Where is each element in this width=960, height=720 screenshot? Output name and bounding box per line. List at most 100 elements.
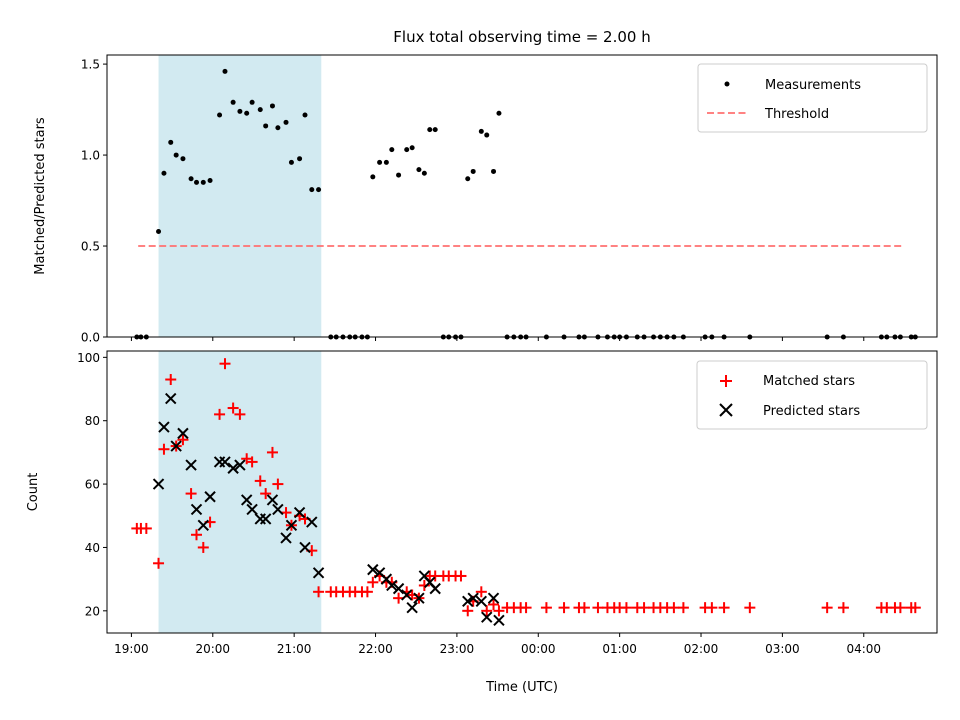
point-predicted-stars: [152, 478, 165, 490]
x-tick-label: 02:00: [684, 642, 719, 656]
point-measurements: [302, 112, 308, 118]
point-predicted-stars: [259, 513, 272, 525]
point-measurements: [217, 112, 223, 118]
highlight-span-bottom: [158, 351, 322, 633]
point-matched-stars: [578, 602, 590, 614]
point-measurements: [432, 127, 438, 133]
legend-bottom: Matched stars Predicted stars: [696, 360, 928, 430]
point-measurements: [478, 128, 484, 134]
point-predicted-stars: [185, 459, 197, 471]
point-matched-stars: [455, 570, 467, 582]
point-measurements: [316, 187, 322, 193]
y-axis-label-bottom: Count: [26, 473, 41, 512]
point-predicted-stars: [204, 491, 216, 503]
point-matched-stars: [821, 602, 833, 614]
point-matched-stars: [272, 478, 284, 490]
y-axis-label-top: Matched/Predicted stars: [33, 117, 48, 275]
point-matched-stars: [909, 602, 921, 614]
point-predicted-stars: [246, 503, 258, 516]
point-predicted-stars: [158, 421, 170, 433]
point-matched-stars: [475, 586, 487, 598]
point-measurements: [383, 159, 389, 165]
x-tick-label: 23:00: [440, 642, 475, 656]
point-matched-stars: [140, 522, 152, 534]
point-measurements: [370, 174, 376, 180]
point-matched-stars: [718, 602, 730, 614]
point-matched-stars: [227, 402, 239, 414]
point-measurements: [230, 99, 236, 105]
x-tick-label: 22:00: [358, 642, 393, 656]
point-predicted-stars: [234, 459, 246, 471]
point-measurements: [194, 179, 200, 185]
point-matched-stars: [677, 602, 689, 614]
point-matched-stars: [260, 488, 272, 500]
legend-label-matched: Matched stars: [763, 374, 855, 389]
y-tick-label-bottom: 60: [85, 478, 100, 492]
point-predicted-stars: [272, 503, 284, 516]
point-matched-stars: [313, 586, 325, 598]
point-matched-stars: [638, 602, 650, 614]
point-measurements: [283, 119, 289, 125]
point-measurements: [377, 159, 383, 165]
point-matched-stars: [668, 602, 680, 614]
point-matched-stars: [493, 605, 505, 617]
point-measurements: [309, 187, 315, 193]
point-matched-stars: [481, 605, 493, 617]
point-matched-stars: [367, 576, 379, 588]
point-measurements: [396, 172, 402, 178]
point-matched-stars: [520, 602, 532, 614]
point-measurements: [389, 147, 395, 153]
point-measurements: [288, 159, 294, 165]
point-measurements: [465, 176, 471, 182]
point-predicted-stars: [392, 582, 405, 595]
point-predicted-stars: [285, 519, 298, 531]
point-matched-stars: [214, 408, 226, 420]
x-tick-label: 19:00: [114, 642, 149, 656]
legend-marker-matched: [720, 375, 732, 387]
point-measurements: [421, 170, 427, 176]
legend-label-predicted: Predicted stars: [763, 404, 860, 419]
point-predicted-stars: [190, 503, 203, 516]
point-matched-stars: [540, 602, 552, 614]
point-predicted-stars: [481, 611, 493, 623]
point-matched-stars: [558, 602, 570, 614]
point-predicted-stars: [197, 519, 209, 531]
point-matched-stars: [219, 358, 231, 370]
panel-count: 20 40 60 80 100 19:00 20:00 21:00 22:00 23:00 00:0…: [26, 350, 938, 695]
x-tick-label: 01:00: [602, 642, 637, 656]
point-measurements: [161, 170, 167, 176]
x-tick-label: 21:00: [277, 642, 312, 656]
point-matched-stars: [462, 605, 474, 617]
legend-box-bottom: [696, 360, 928, 430]
y-tick-label-top: 1.5: [81, 58, 100, 72]
point-predicted-stars: [219, 456, 231, 468]
point-matched-stars: [488, 598, 500, 610]
point-predicted-stars: [467, 592, 479, 604]
legend-marker-measurements: [724, 81, 730, 87]
legend-label-measurements: Measurements: [765, 78, 861, 93]
y-tick-label-top: 0.0: [81, 331, 100, 345]
point-predicted-stars: [312, 567, 325, 579]
x-tick-label: 04:00: [846, 642, 881, 656]
legend-marker-predicted: [719, 403, 733, 417]
x-tick-label: 20:00: [195, 642, 230, 656]
point-predicted-stars: [293, 506, 306, 519]
point-predicted-stars: [306, 516, 318, 528]
x-tick-label: 00:00: [521, 642, 556, 656]
plot-frame-bottom: [106, 350, 938, 634]
y-tick-label-top: 0.5: [81, 240, 100, 254]
point-matched-stars: [894, 602, 906, 614]
point-matched-stars: [234, 408, 246, 420]
point-measurements: [297, 156, 303, 162]
point-predicted-stars: [406, 601, 418, 614]
highlight-span-top: [158, 55, 322, 337]
point-predicted-stars: [266, 494, 279, 506]
plot-frame-top: [106, 54, 938, 338]
point-measurements: [207, 178, 213, 184]
point-predicted-stars: [227, 462, 239, 474]
y-tick-label-bottom: 80: [85, 414, 100, 428]
point-predicted-stars: [177, 427, 189, 440]
point-measurements: [156, 228, 162, 234]
point-predicted-stars: [413, 592, 425, 604]
y-tick-label-bottom: 20: [85, 604, 100, 618]
